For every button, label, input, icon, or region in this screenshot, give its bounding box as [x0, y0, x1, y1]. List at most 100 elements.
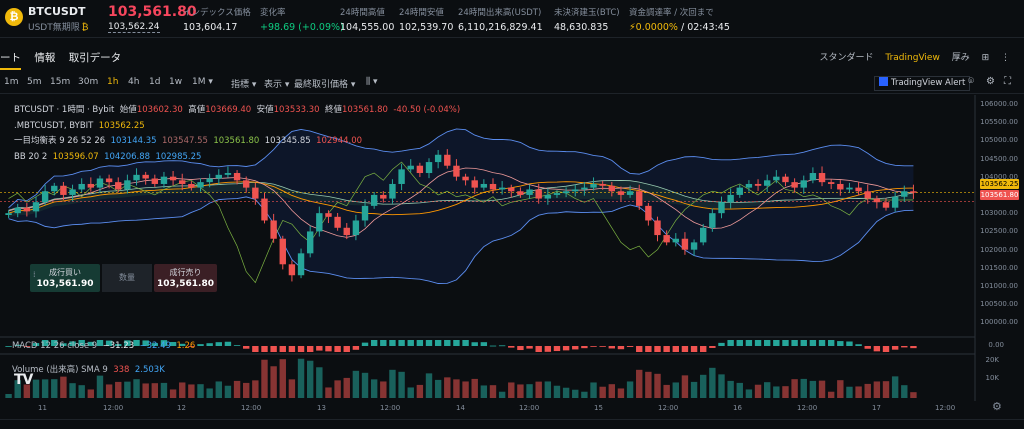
volume-bar — [809, 380, 817, 398]
volume-bar — [78, 385, 85, 398]
candle-body — [901, 191, 908, 197]
stat-24h-high: 24時間高値 104,555.00 — [340, 8, 395, 33]
candle-body — [718, 202, 725, 214]
macd-bar — [672, 346, 679, 352]
macd-bar — [96, 340, 104, 346]
macd-bar — [736, 340, 743, 346]
volume-bar — [553, 385, 561, 398]
volume-bar — [873, 381, 881, 398]
macd-bar — [444, 340, 451, 346]
volume-bar — [115, 381, 122, 398]
volume-bar — [846, 386, 853, 398]
candle-body — [809, 173, 817, 181]
symbol-selector[interactable]: BTCUSDT — [28, 5, 86, 18]
candle-body — [572, 189, 579, 192]
macd-bar — [855, 344, 862, 346]
layout-grid-icon[interactable]: ⊞ — [981, 53, 990, 63]
volume-bar — [736, 382, 743, 398]
volume-bar — [279, 359, 286, 398]
drag-handle-icon[interactable]: ⁞ — [33, 270, 36, 279]
macd-bar — [5, 346, 12, 347]
volume-bar — [288, 379, 296, 398]
timeframe-1d[interactable]: 1d — [149, 77, 161, 87]
timeframe-1M[interactable]: 1M ▾ — [192, 77, 213, 87]
last-price-menu[interactable]: 最終取引価格 ▾ — [294, 80, 356, 90]
tab-chart[interactable]: ート — [0, 52, 21, 70]
view-tradingview[interactable]: TradingView — [885, 53, 940, 63]
macd-bar — [562, 346, 570, 351]
tab-info[interactable]: 情報 — [34, 52, 56, 64]
volume-bar — [306, 360, 314, 398]
macd-bar — [526, 346, 533, 349]
fullscreen-icon[interactable]: ⛶ — [1004, 76, 1011, 87]
volume-bar — [444, 377, 451, 398]
volume-bar — [562, 387, 570, 398]
time-axis-label: 12:00 — [658, 404, 679, 412]
settings-icon[interactable]: ⚙ — [986, 76, 995, 87]
candle-body — [581, 187, 588, 190]
timeframe-1h[interactable]: 1h — [107, 77, 119, 87]
tradingview-alert-button[interactable]: TradingView Alert — [874, 76, 971, 91]
quantity-input[interactable]: 数量 — [102, 264, 152, 292]
macd-bar — [142, 340, 149, 346]
timeframe-15m[interactable]: 15m — [50, 77, 71, 87]
candle-body — [462, 176, 469, 181]
candle-body — [526, 189, 533, 195]
chart-tabs: ート 情報 取引データ — [0, 50, 131, 70]
alert-icon — [879, 77, 888, 86]
macd-bar — [78, 340, 85, 346]
volume-bar — [891, 376, 899, 398]
view-standard[interactable]: スタンダード — [819, 53, 874, 63]
macd-bar — [873, 346, 881, 352]
axis-settings-icon[interactable]: ⚙ — [992, 400, 1002, 413]
candle-body — [306, 231, 314, 254]
volume-bar — [498, 391, 506, 398]
candle-body — [498, 187, 506, 190]
candle-body — [608, 185, 616, 192]
candle-body — [142, 174, 149, 179]
macd-bar — [343, 346, 350, 352]
macd-bar — [663, 346, 670, 352]
candle-body — [727, 194, 734, 203]
macd-bar — [553, 346, 561, 352]
macd-bar — [434, 340, 442, 346]
chart-type-menu[interactable]: ⫼ ▾ — [366, 77, 378, 87]
timeframe-30m[interactable]: 30m — [78, 77, 99, 87]
timeframe-1m[interactable]: 1m — [4, 77, 19, 87]
candle-body — [133, 174, 140, 181]
candle-body — [252, 187, 259, 199]
camera-icon[interactable]: ⌾ — [968, 76, 974, 87]
bollinger-legend: BB 20 2 103596.07 104206.88 102985.25 — [14, 151, 202, 162]
indicators-menu[interactable]: 指標 ▾ — [231, 80, 257, 90]
volume-bar — [5, 394, 12, 398]
view-depth[interactable]: 厚み — [951, 53, 970, 63]
timeframe-4h[interactable]: 4h — [128, 77, 140, 87]
price-axis-label: 100000.00 — [980, 318, 1018, 327]
volume-bar — [489, 385, 497, 398]
volume-bar — [233, 380, 241, 398]
timeframe-1w[interactable]: 1w — [169, 77, 183, 87]
candle-body — [197, 182, 204, 188]
time-axis-label: 12:00 — [519, 404, 540, 412]
macd-bar — [224, 341, 232, 346]
volume-bar — [599, 386, 606, 398]
candle-body — [827, 182, 835, 184]
timeframe-5m[interactable]: 5m — [27, 77, 42, 87]
more-icon[interactable]: ⋮ — [1001, 53, 1010, 63]
price-chart[interactable] — [0, 95, 1024, 401]
ichimoku-conversion — [8, 167, 914, 238]
macd-bar — [316, 346, 323, 351]
ref-price-tag: 103562.25 — [980, 179, 1019, 189]
tab-trade-data[interactable]: 取引データ — [68, 52, 122, 64]
lightning-icon: ⚡ — [629, 22, 636, 33]
market-sell-button[interactable]: 成行売り 103,561.80 — [154, 264, 217, 292]
time-axis-label: 11 — [38, 404, 47, 412]
display-menu[interactable]: 表示 ▾ — [264, 80, 290, 90]
volume-bar — [727, 380, 734, 398]
volume-bar — [361, 372, 369, 398]
volume-bar — [617, 388, 625, 398]
market-buy-button[interactable]: 成行買い 103,561.90 — [30, 264, 100, 292]
candle-body — [791, 182, 798, 188]
candle-body — [754, 183, 762, 186]
candle-body — [115, 182, 122, 190]
